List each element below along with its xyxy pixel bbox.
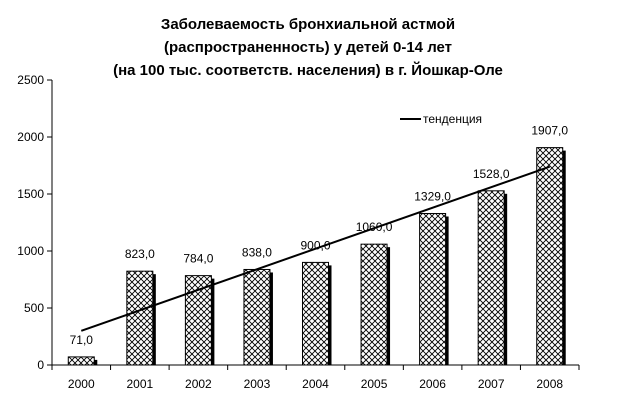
chart-title-line-2: (распространенность) у детей 0-14 лет [164, 39, 452, 56]
bar-value-label: 1329,0 [414, 189, 451, 203]
x-tick-label: 2002 [185, 377, 212, 391]
chart-title-line-3: (на 100 тыс. соответств. населения) в г.… [113, 61, 503, 79]
y-tick-label: 0 [37, 358, 44, 372]
bar-value-label: 71,0 [70, 333, 94, 347]
y-axis: 0 500 1000 1500 2000 2500 [17, 73, 53, 372]
x-tick-label: 2000 [68, 377, 95, 391]
bars [67, 147, 566, 366]
y-tick-label: 2000 [17, 130, 44, 144]
x-axis: 2000 2001 2002 2003 2004 2005 2006 2007 2008 [51, 364, 580, 391]
trendline [80, 165, 551, 332]
legend-label: тенденция [423, 112, 482, 126]
y-tick-label: 2500 [17, 73, 44, 87]
bar-shadow [387, 247, 391, 365]
bar-value-label: 1528,0 [473, 167, 510, 181]
bar-shadow [328, 265, 332, 365]
bar-shadow [94, 359, 98, 365]
bar [536, 147, 564, 366]
x-tick-label: 2001 [126, 377, 153, 391]
y-tick-label: 500 [24, 301, 44, 315]
bar [302, 261, 329, 366]
legend: тенденция [400, 112, 482, 126]
x-tick-label: 2003 [244, 377, 271, 391]
bar [243, 268, 271, 366]
x-tick-label: 2008 [536, 377, 563, 391]
bar-value-label: 1907,0 [531, 124, 568, 138]
x-tick-label: 2005 [361, 377, 388, 391]
bar [67, 356, 95, 366]
bar-value-label: 784,0 [183, 252, 213, 266]
data-labels: 71,0 823,0 784,0 838,0 900,0 1060,0 1329,0 1528… [70, 124, 569, 347]
x-tick-label: 2007 [478, 377, 505, 391]
y-tick-label: 1000 [17, 244, 44, 258]
bar-value-label: 823,0 [125, 247, 155, 261]
bar-value-label: 900,0 [300, 238, 330, 252]
chart-title-line-1: Заболеваемость бронхиальной астмой [161, 16, 455, 33]
bar-shadow [562, 150, 566, 365]
bar-shadow [504, 193, 508, 365]
bar [126, 270, 154, 366]
x-tick-label: 2004 [302, 377, 329, 391]
bar-value-label: 838,0 [242, 245, 272, 259]
bar-shadow [152, 274, 156, 365]
trendline-line [80, 165, 551, 332]
bar [419, 212, 447, 366]
bar-shadow [445, 216, 449, 365]
y-tick-label: 1500 [17, 187, 44, 201]
chart-title: Заболеваемость бронхиальной астмой (расп… [113, 16, 503, 79]
bar-value-label: 1060,0 [356, 220, 393, 234]
bar [477, 190, 505, 366]
bar [360, 243, 388, 366]
bar-shadow [269, 272, 273, 365]
bar-shadow [211, 278, 215, 365]
x-tick-label: 2006 [419, 377, 446, 391]
